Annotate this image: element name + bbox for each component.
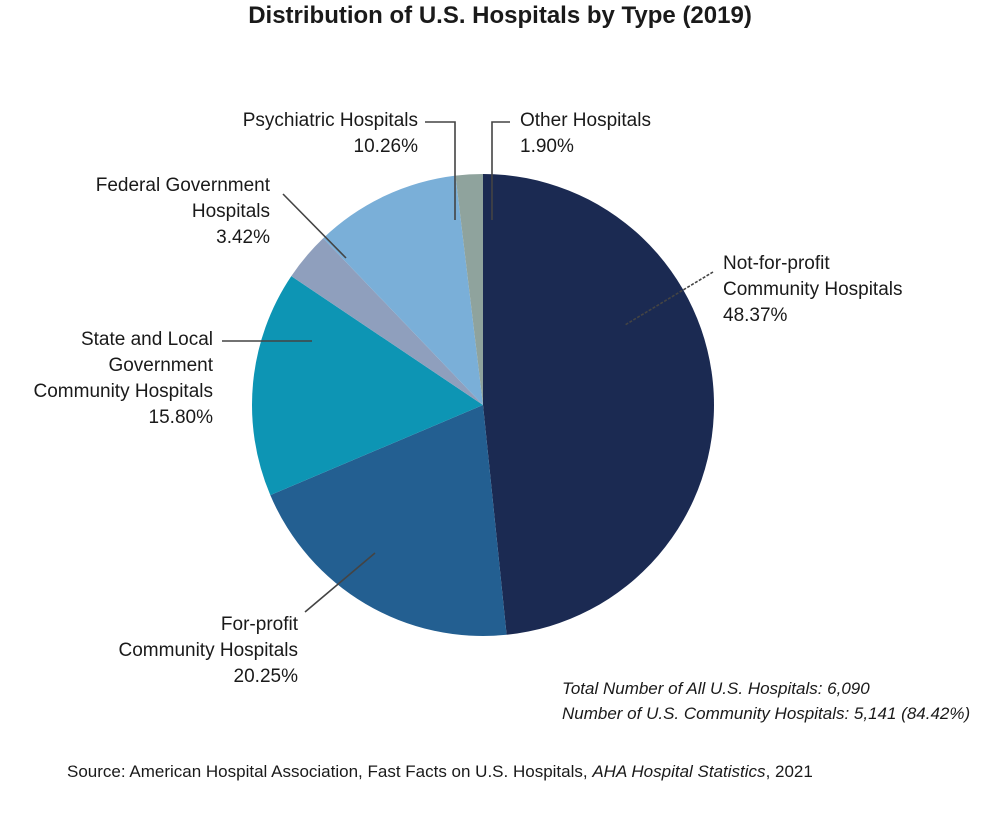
- note-community-hospitals: Number of U.S. Community Hospitals: 5,14…: [562, 704, 971, 723]
- pie-slice-for-profit: [270, 405, 507, 636]
- pie-slice-other-hospitals: [455, 174, 483, 405]
- chart-title: Distribution of U.S. Hospitals by Type (…: [248, 2, 752, 29]
- slice-label-psychiatric: Psychiatric Hospitals 10.26%: [242, 110, 418, 157]
- leader-line-psychiatric: [425, 121, 456, 220]
- note-total-hospitals: Total Number of All U.S. Hospitals: 6,09…: [562, 679, 870, 698]
- slice-label-other: Other Hospitals 1.90%: [520, 110, 651, 157]
- leader-line-for-profit: [304, 552, 376, 613]
- source-citation: Source: American Hospital Association, F…: [67, 762, 813, 781]
- pie-slice-state-and-local: [251, 276, 483, 496]
- pie-slice-federal-government: [291, 238, 483, 405]
- slice-label-not-for-profit: Not-for-profit Community Hospitals 48.37…: [723, 253, 903, 326]
- slice-label-state-local: State and Local Government Community Hos…: [33, 329, 214, 428]
- leader-line-not-for-profit: [624, 271, 714, 326]
- pie-slice-psychiatric-hospitals: [323, 175, 483, 405]
- slice-label-for-profit: For-profit Community Hospitals 20.25%: [118, 614, 299, 687]
- pie-slice-not-for-profit: [483, 174, 714, 635]
- leader-line-other: [491, 121, 510, 220]
- leader-line-federal: [282, 193, 347, 259]
- slice-label-federal: Federal Government Hospitals 3.42%: [95, 175, 270, 248]
